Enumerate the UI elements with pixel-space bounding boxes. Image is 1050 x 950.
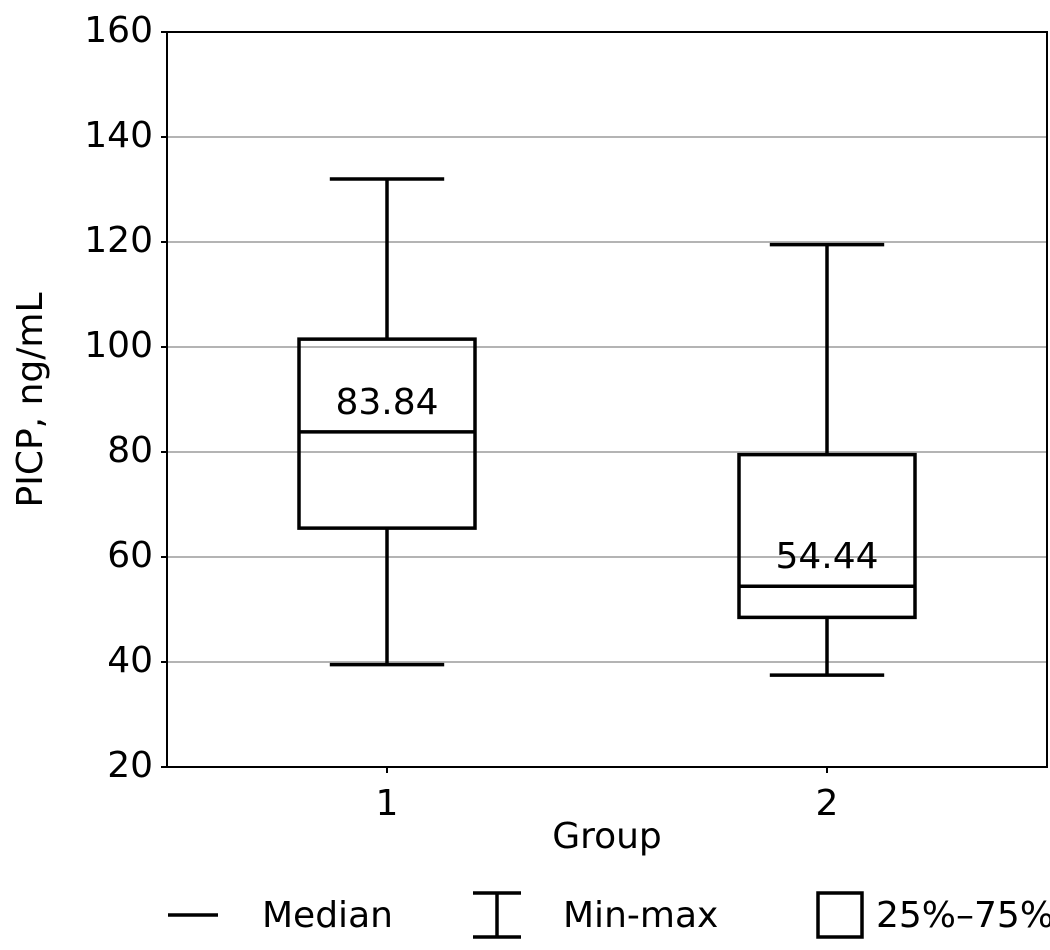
x-tick-label: 2 bbox=[816, 783, 839, 824]
x-tick-label: 1 bbox=[376, 783, 399, 824]
plot-frame bbox=[166, 31, 1048, 768]
box bbox=[737, 452, 917, 620]
y-tick-label: 20 bbox=[107, 745, 153, 786]
y-tick-label: 160 bbox=[84, 10, 153, 51]
legend-label: Median bbox=[262, 895, 393, 936]
y-axis-label: PICP, ng/mL bbox=[10, 293, 51, 508]
legend-label: Min-max bbox=[563, 895, 718, 936]
legend-label: 25%–75% bbox=[876, 895, 1050, 936]
y-tick-label: 140 bbox=[84, 115, 153, 156]
legend-minmax-icon bbox=[473, 891, 521, 939]
x-axis-label: Group bbox=[552, 816, 662, 857]
box bbox=[297, 337, 477, 530]
y-tick-label: 40 bbox=[107, 640, 153, 681]
median-label: 83.84 bbox=[335, 382, 438, 423]
y-tick-label: 120 bbox=[84, 220, 153, 261]
y-tick-label: 80 bbox=[107, 430, 153, 471]
median-label: 54.44 bbox=[775, 536, 878, 577]
y-tick-label: 60 bbox=[107, 535, 153, 576]
y-tick-label: 100 bbox=[84, 325, 153, 366]
legend-box-icon bbox=[816, 891, 864, 939]
